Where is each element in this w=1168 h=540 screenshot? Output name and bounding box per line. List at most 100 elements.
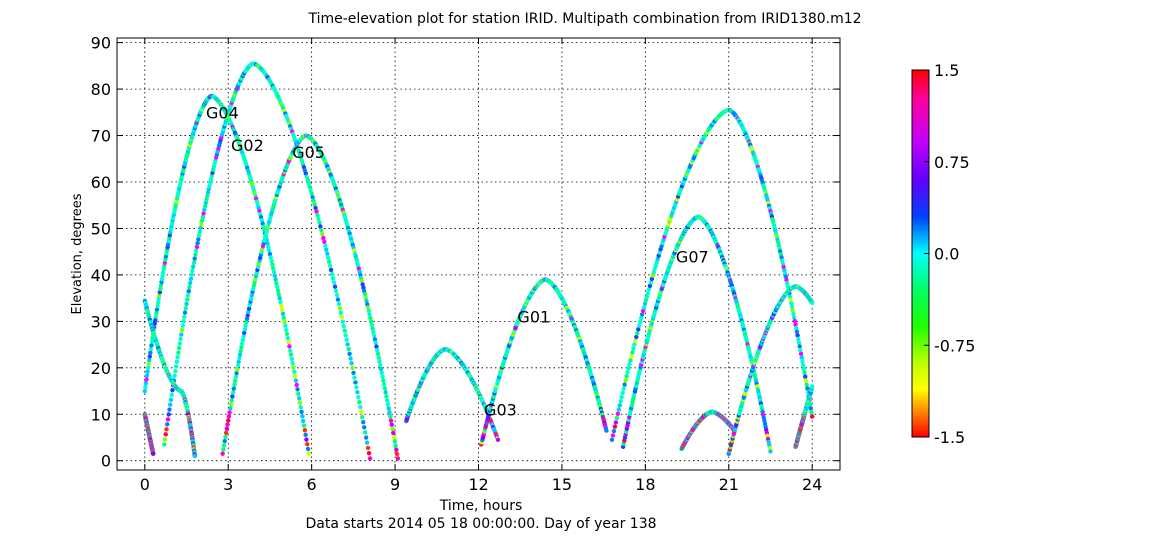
data-point	[372, 337, 378, 342]
data-point	[768, 449, 773, 454]
data-point	[628, 358, 633, 363]
data-point	[293, 378, 299, 383]
data-point	[189, 272, 194, 277]
data-point	[244, 320, 249, 325]
data-point	[177, 341, 183, 346]
data-point	[183, 306, 188, 311]
x-tick-label: 12	[468, 475, 488, 494]
data-point	[162, 437, 168, 442]
data-point	[165, 422, 170, 427]
data-point	[190, 268, 195, 273]
data-point	[804, 382, 809, 387]
data-point	[650, 273, 656, 278]
data-point	[239, 341, 245, 346]
data-point	[312, 202, 317, 207]
data-point	[300, 414, 305, 419]
data-point	[247, 303, 252, 308]
data-point	[173, 364, 179, 369]
data-point	[803, 378, 809, 383]
data-point	[302, 428, 308, 433]
data-point	[194, 244, 200, 250]
data-point	[793, 322, 798, 327]
chart-title: Time-elevation plot for station IRID. Mu…	[307, 11, 861, 27]
data-point	[157, 290, 163, 295]
data-point	[347, 351, 352, 356]
data-point	[364, 298, 369, 304]
data-point	[305, 177, 310, 183]
data-point	[364, 440, 370, 445]
data-point	[342, 328, 347, 333]
data-point	[292, 373, 298, 379]
data-point	[791, 315, 797, 320]
data-point	[274, 280, 279, 286]
data-point	[185, 293, 191, 298]
data-point	[374, 344, 379, 349]
data-point	[367, 456, 373, 461]
data-point	[366, 450, 372, 456]
data-point	[376, 355, 381, 360]
data-point	[270, 262, 275, 267]
data-point	[784, 277, 789, 283]
satellite-track	[142, 93, 312, 456]
satellite-track	[479, 277, 609, 447]
data-point	[320, 231, 325, 237]
satellite-label: G04	[206, 103, 239, 122]
data-point	[623, 378, 628, 383]
data-point	[791, 311, 796, 317]
data-point	[637, 323, 642, 328]
data-point	[242, 327, 248, 332]
data-point	[240, 337, 246, 343]
data-point	[792, 318, 798, 324]
data-point	[228, 402, 234, 407]
satellite-track	[220, 133, 401, 461]
data-point	[154, 310, 159, 316]
data-point	[246, 306, 252, 311]
data-point	[204, 197, 209, 202]
y-tick-label: 30	[91, 312, 111, 331]
data-point	[239, 344, 244, 350]
data-point	[784, 281, 790, 286]
satellite-track	[793, 384, 815, 449]
data-point	[190, 264, 196, 269]
data-point	[646, 287, 652, 292]
data-point	[192, 256, 197, 261]
data-point	[360, 414, 365, 420]
data-point	[388, 418, 394, 423]
data-point	[359, 409, 364, 415]
data-point	[221, 447, 226, 452]
data-point	[289, 356, 295, 362]
data-point	[381, 382, 387, 387]
data-point	[144, 377, 149, 382]
data-point	[305, 442, 310, 447]
data-point	[290, 361, 295, 366]
data-point	[267, 251, 273, 257]
data-point	[809, 300, 815, 305]
data-point	[314, 209, 319, 214]
data-point	[275, 288, 281, 293]
data-point	[203, 200, 208, 206]
data-point	[226, 414, 232, 419]
data-point	[316, 216, 321, 222]
data-point	[205, 190, 211, 195]
data-point	[647, 283, 653, 289]
chart-subtitle: Data starts 2014 05 18 00:00:00. Day of …	[305, 516, 656, 532]
y-tick-label: 80	[91, 80, 111, 99]
data-point	[371, 333, 377, 338]
data-point	[178, 336, 183, 342]
data-point	[179, 327, 185, 333]
data-point	[313, 205, 318, 211]
data-point	[271, 269, 277, 275]
data-point	[158, 283, 164, 288]
data-point	[346, 346, 351, 352]
data-point	[245, 313, 250, 318]
satellite-track	[620, 214, 773, 454]
data-point	[794, 325, 799, 331]
data-point	[162, 442, 167, 447]
data-point	[809, 384, 815, 389]
data-point	[624, 374, 629, 379]
data-point	[796, 336, 801, 342]
satellite-track	[609, 107, 815, 443]
data-point	[175, 355, 180, 360]
satellite-track	[162, 61, 373, 461]
data-point	[378, 366, 384, 372]
